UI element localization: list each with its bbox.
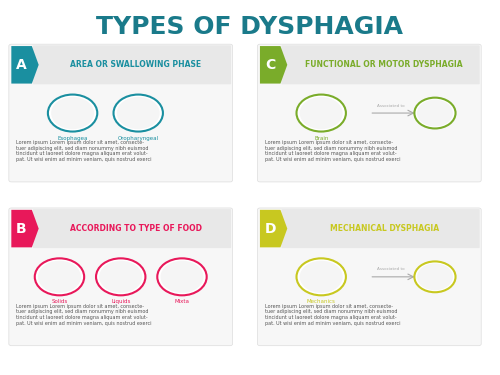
- Text: AREA OR SWALLOWING PHASE: AREA OR SWALLOWING PHASE: [70, 60, 201, 69]
- Circle shape: [114, 94, 163, 132]
- Circle shape: [99, 261, 142, 293]
- FancyBboxPatch shape: [9, 208, 232, 346]
- FancyBboxPatch shape: [32, 209, 231, 248]
- Circle shape: [414, 261, 456, 292]
- Text: C: C: [265, 58, 275, 72]
- Circle shape: [38, 261, 81, 293]
- FancyBboxPatch shape: [32, 45, 231, 84]
- Circle shape: [48, 94, 98, 132]
- Circle shape: [296, 94, 346, 132]
- Text: Solids: Solids: [52, 299, 68, 304]
- Circle shape: [96, 258, 146, 296]
- Circle shape: [296, 258, 346, 296]
- Text: Lorem ipsum Lorem ipsum dolor sit amet, consecte-
tuer adipiscing elit, sed diam: Lorem ipsum Lorem ipsum dolor sit amet, …: [265, 140, 400, 162]
- FancyBboxPatch shape: [258, 208, 481, 346]
- FancyBboxPatch shape: [9, 44, 232, 182]
- FancyBboxPatch shape: [258, 44, 481, 182]
- Text: Lorem ipsum Lorem ipsum dolor sit amet, consecte-
tuer adipiscing elit, sed diam: Lorem ipsum Lorem ipsum dolor sit amet, …: [16, 140, 152, 162]
- Text: ACCORDING TO TYPE OF FOOD: ACCORDING TO TYPE OF FOOD: [70, 224, 202, 233]
- FancyBboxPatch shape: [282, 209, 480, 248]
- Text: Associated to: Associated to: [378, 267, 405, 272]
- Text: Lorem ipsum Lorem ipsum dolor sit amet, consecte-
tuer adipiscing elit, sed diam: Lorem ipsum Lorem ipsum dolor sit amet, …: [16, 304, 152, 326]
- Polygon shape: [12, 46, 38, 84]
- Circle shape: [160, 261, 204, 293]
- Circle shape: [300, 261, 343, 293]
- Circle shape: [300, 97, 343, 129]
- Text: TYPES OF DYSPHAGIA: TYPES OF DYSPHAGIA: [96, 15, 404, 39]
- Text: Brain: Brain: [314, 136, 328, 141]
- Circle shape: [116, 97, 160, 129]
- Circle shape: [414, 98, 456, 129]
- Polygon shape: [12, 210, 38, 248]
- Polygon shape: [260, 210, 287, 248]
- Text: A: A: [16, 58, 27, 72]
- Circle shape: [51, 97, 94, 129]
- Text: B: B: [16, 222, 27, 236]
- FancyBboxPatch shape: [282, 45, 480, 84]
- Text: Mechanics: Mechanics: [307, 299, 336, 304]
- Circle shape: [158, 258, 206, 296]
- Circle shape: [35, 258, 84, 296]
- Text: FUNCTIONAL OR MOTOR DYSPHAGIA: FUNCTIONAL OR MOTOR DYSPHAGIA: [306, 60, 463, 69]
- Circle shape: [417, 100, 453, 126]
- Circle shape: [417, 263, 453, 290]
- Text: Liquids: Liquids: [111, 299, 130, 304]
- Text: D: D: [264, 222, 276, 236]
- Text: Mixta: Mixta: [174, 299, 190, 304]
- Text: MECHANICAL DYSPHAGIA: MECHANICAL DYSPHAGIA: [330, 224, 439, 233]
- Text: Oropharyngeal: Oropharyngeal: [118, 136, 159, 141]
- Text: Associated to: Associated to: [378, 104, 405, 108]
- Text: Esophagea: Esophagea: [58, 136, 88, 141]
- Polygon shape: [260, 46, 287, 84]
- Text: Lorem ipsum Lorem ipsum dolor sit amet, consecte-
tuer adipiscing elit, sed diam: Lorem ipsum Lorem ipsum dolor sit amet, …: [265, 304, 400, 326]
